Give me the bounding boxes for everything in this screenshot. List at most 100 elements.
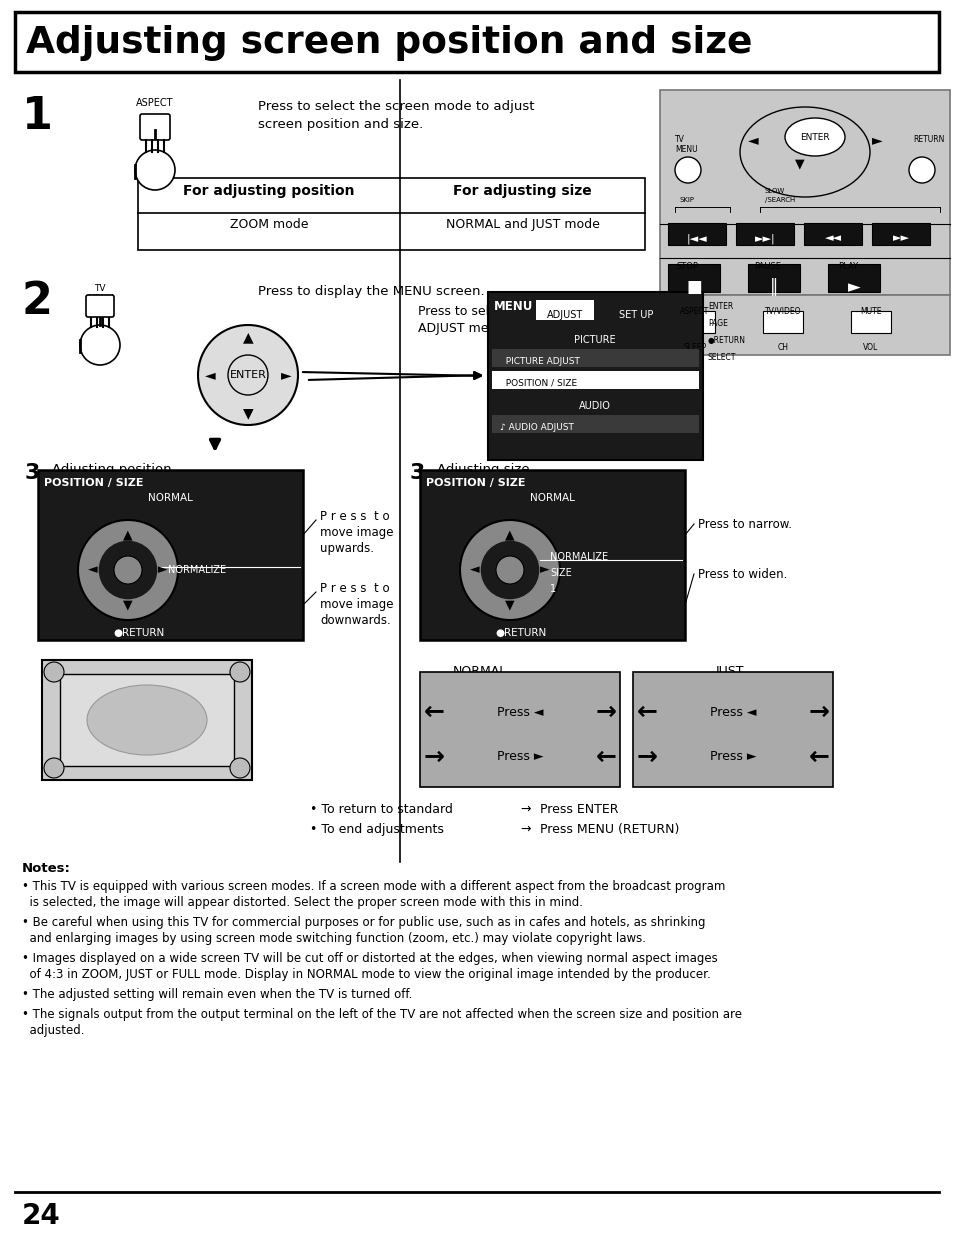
Text: ●RETURN: ●RETURN <box>707 336 745 345</box>
Text: P r e s s  t o: P r e s s t o <box>319 510 389 522</box>
Text: SELECT: SELECT <box>707 353 736 362</box>
Text: upwards.: upwards. <box>319 542 374 555</box>
Bar <box>827 264 879 291</box>
Text: →: → <box>595 700 616 724</box>
Text: SLEEP: SLEEP <box>682 343 706 352</box>
Bar <box>871 224 929 245</box>
Circle shape <box>78 520 178 620</box>
Text: ←: ← <box>595 745 616 769</box>
Text: is selected, the image will appear distorted. Select the proper screen mode with: is selected, the image will appear disto… <box>22 897 582 909</box>
Text: P r e s s  t o: P r e s s t o <box>319 582 389 595</box>
Text: JUST: JUST <box>715 664 743 678</box>
Text: ◄: ◄ <box>747 133 758 147</box>
Bar <box>633 672 832 787</box>
Bar <box>38 471 303 640</box>
Text: NORMAL: NORMAL <box>529 493 574 503</box>
Text: For adjusting position: For adjusting position <box>183 184 355 198</box>
Bar <box>488 291 702 459</box>
Text: ▼: ▼ <box>242 406 253 420</box>
Text: screen position and size.: screen position and size. <box>257 119 423 131</box>
Text: • The adjusted setting will remain even when the TV is turned off.: • The adjusted setting will remain even … <box>22 988 412 1002</box>
Bar <box>536 300 594 320</box>
Text: • Images displayed on a wide screen TV will be cut off or distorted at the edges: • Images displayed on a wide screen TV w… <box>22 952 717 965</box>
Text: • Be careful when using this TV for commercial purposes or for public use, such : • Be careful when using this TV for comm… <box>22 916 705 929</box>
Text: 1: 1 <box>550 584 556 594</box>
Circle shape <box>44 758 64 778</box>
Text: POSITION / SIZE: POSITION / SIZE <box>426 478 525 488</box>
Circle shape <box>135 149 174 190</box>
Text: NORMAL: NORMAL <box>148 493 193 503</box>
Text: SKIP: SKIP <box>679 198 695 203</box>
Circle shape <box>80 325 120 366</box>
Text: ■: ■ <box>685 278 701 296</box>
Circle shape <box>675 157 700 183</box>
Text: PLAY: PLAY <box>837 262 857 270</box>
Text: Press ►: Press ► <box>497 751 542 763</box>
Text: 3: 3 <box>25 463 40 483</box>
Text: ▼: ▼ <box>795 158 804 170</box>
Text: ◄◄: ◄◄ <box>823 233 841 243</box>
Text: ►: ► <box>280 368 291 382</box>
Text: SLOW: SLOW <box>764 188 784 194</box>
Text: Press MENU (RETURN): Press MENU (RETURN) <box>539 823 679 836</box>
Text: MUTE: MUTE <box>860 308 881 316</box>
Bar <box>60 674 233 766</box>
Text: ←: ← <box>423 700 444 724</box>
Circle shape <box>459 520 559 620</box>
Text: TV
MENU: TV MENU <box>675 135 697 154</box>
Text: ◄: ◄ <box>88 563 98 577</box>
Text: Press ◄: Press ◄ <box>497 705 542 719</box>
Text: ▲: ▲ <box>123 529 132 541</box>
Text: 24: 24 <box>22 1202 61 1230</box>
Text: Press to widen.: Press to widen. <box>698 568 786 580</box>
Bar <box>850 311 890 333</box>
Text: downwards.: downwards. <box>319 614 391 627</box>
Text: ADJUST menu.: ADJUST menu. <box>417 322 508 335</box>
Text: ►►|: ►►| <box>754 233 775 243</box>
Text: SIZE: SIZE <box>550 568 571 578</box>
Text: |◄◄: |◄◄ <box>686 233 706 243</box>
Text: ►: ► <box>158 563 168 577</box>
Text: ►: ► <box>871 133 882 147</box>
Text: PAGE: PAGE <box>707 319 727 329</box>
Text: Press to select the screen mode to adjust: Press to select the screen mode to adjus… <box>257 100 534 112</box>
Text: POSITION / SIZE: POSITION / SIZE <box>499 379 577 388</box>
Bar <box>762 311 802 333</box>
Text: 1: 1 <box>22 95 53 138</box>
Text: ‖: ‖ <box>769 278 778 296</box>
Text: ◄: ◄ <box>470 563 479 577</box>
Text: • To end adjustments: • To end adjustments <box>310 823 443 836</box>
Text: ▼: ▼ <box>123 599 132 611</box>
Text: AUDIO: AUDIO <box>578 401 610 411</box>
Bar <box>735 224 793 245</box>
Ellipse shape <box>740 107 869 198</box>
Bar <box>659 295 949 354</box>
Circle shape <box>496 556 523 584</box>
Bar <box>675 311 714 333</box>
Text: Adjusting position: Adjusting position <box>52 463 172 475</box>
Circle shape <box>479 540 539 600</box>
Bar <box>42 659 252 781</box>
Bar <box>419 672 619 787</box>
Text: adjusted.: adjusted. <box>22 1024 85 1037</box>
Bar <box>138 178 644 249</box>
Ellipse shape <box>87 685 207 755</box>
Bar <box>747 264 800 291</box>
Text: RETURN: RETURN <box>913 135 944 144</box>
Text: STOP: STOP <box>677 262 699 270</box>
Circle shape <box>908 157 934 183</box>
Text: ENTER: ENTER <box>707 303 733 311</box>
Circle shape <box>98 540 158 600</box>
Ellipse shape <box>198 325 297 425</box>
Text: and enlarging images by using screen mode switching function (zoom, etc.) may vi: and enlarging images by using screen mod… <box>22 932 645 945</box>
Text: →: → <box>807 700 828 724</box>
Text: Press ◄: Press ◄ <box>709 705 756 719</box>
Text: ENTER: ENTER <box>230 370 266 380</box>
Ellipse shape <box>784 119 844 156</box>
Bar <box>667 264 720 291</box>
Text: • To return to standard: • To return to standard <box>310 803 453 816</box>
FancyBboxPatch shape <box>86 295 113 317</box>
Text: ▲: ▲ <box>505 529 515 541</box>
Text: CH: CH <box>777 343 788 352</box>
Text: →: → <box>519 803 530 816</box>
